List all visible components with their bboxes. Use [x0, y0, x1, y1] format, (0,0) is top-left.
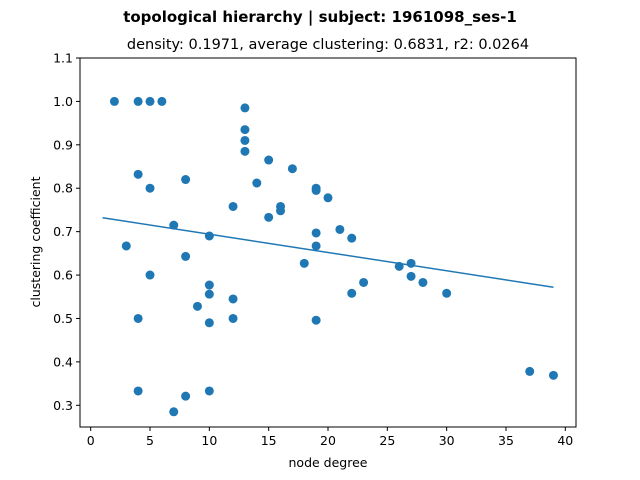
- y-tick-label: 0.7: [53, 224, 73, 239]
- x-tick-label: 0: [87, 433, 95, 448]
- y-tick-label: 0.8: [53, 181, 73, 196]
- x-tick-label: 30: [439, 433, 455, 448]
- scatter-point: [287, 164, 297, 174]
- scatter-point: [145, 270, 155, 280]
- scatter-point: [133, 313, 143, 323]
- scatter-point: [311, 241, 321, 251]
- scatter-point: [335, 224, 345, 234]
- scatter-point: [228, 201, 238, 211]
- y-axis-label: clustering coefficient: [28, 176, 43, 307]
- scatter-point: [240, 135, 250, 145]
- scatter-point: [359, 277, 369, 287]
- scatter-point: [204, 318, 214, 328]
- scatter-point: [264, 155, 274, 165]
- scatter-point: [323, 193, 333, 203]
- scatter-point: [157, 96, 167, 106]
- y-tick-label: 0.5: [53, 311, 73, 326]
- y-axis-ticks: 0.3 0.4 0.5 0.6 0.7 0.8 0.9 1.0 1.1: [53, 51, 80, 413]
- plot-area: 0 5 10 15 20 25 30 35 40 0.3 0.4 0.5 0.6 0.7 0.8 0.9 1.…: [53, 51, 577, 448]
- scatter-point: [145, 96, 155, 106]
- scatter-point: [109, 96, 119, 106]
- regression-line: [102, 217, 554, 288]
- scatter-point: [406, 271, 416, 281]
- scatter-point: [240, 146, 250, 156]
- x-tick-label: 5: [146, 433, 154, 448]
- scatter-point: [548, 370, 558, 380]
- scatter-point: [240, 125, 250, 135]
- scatter-point: [442, 288, 452, 298]
- scatter-point: [204, 289, 214, 299]
- axes-frame: [79, 57, 577, 428]
- x-tick-label: 25: [379, 433, 395, 448]
- scatter-point: [228, 294, 238, 304]
- chart-title: density: 0.1971, average clustering: 0.6…: [127, 37, 529, 53]
- scatter-points: [109, 96, 558, 417]
- x-tick-label: 15: [261, 433, 277, 448]
- scatter-point: [252, 178, 262, 188]
- scatter-point: [133, 386, 143, 396]
- x-axis-label: node degree: [289, 455, 368, 470]
- scatter-point: [204, 280, 214, 290]
- scatter-point: [299, 258, 309, 268]
- scatter-point: [228, 313, 238, 323]
- x-axis-ticks: 0 5 10 15 20 25 30 35 40: [87, 427, 573, 448]
- scatter-point: [133, 169, 143, 179]
- y-tick-label: 0.9: [53, 137, 73, 152]
- x-tick-label: 40: [557, 433, 573, 448]
- chart-suptitle: topological hierarchy | subject: 1961098…: [123, 8, 517, 27]
- scatter-point: [311, 185, 321, 195]
- x-tick-label: 20: [320, 433, 336, 448]
- x-tick-label: 35: [498, 433, 514, 448]
- scatter-point: [347, 233, 357, 243]
- scatter-point: [240, 103, 250, 113]
- scatter-point: [204, 231, 214, 241]
- scatter-point: [525, 366, 535, 376]
- scatter-point: [264, 212, 274, 222]
- y-tick-label: 0.4: [53, 354, 73, 369]
- x-tick-label: 10: [201, 433, 217, 448]
- regression-line-group: [102, 217, 554, 288]
- scatter-point: [418, 277, 428, 287]
- scatter-point: [181, 175, 191, 185]
- scatter-point: [181, 391, 191, 401]
- scatter-point: [145, 183, 155, 193]
- scatter-point: [133, 96, 143, 106]
- scatter-point: [181, 251, 191, 261]
- y-tick-label: 0.6: [53, 268, 73, 283]
- scatter-point: [311, 228, 321, 238]
- y-tick-label: 1.1: [53, 51, 73, 66]
- scatter-point: [276, 206, 286, 216]
- y-tick-label: 1.0: [53, 94, 73, 109]
- scatter-point: [169, 220, 179, 230]
- scatter-point: [192, 301, 202, 311]
- scatter-point: [311, 315, 321, 325]
- scatter-point: [169, 407, 179, 417]
- scatter-point: [204, 386, 214, 396]
- y-tick-label: 0.3: [53, 398, 73, 413]
- scatter-point: [121, 241, 131, 251]
- scatter-point: [347, 288, 357, 298]
